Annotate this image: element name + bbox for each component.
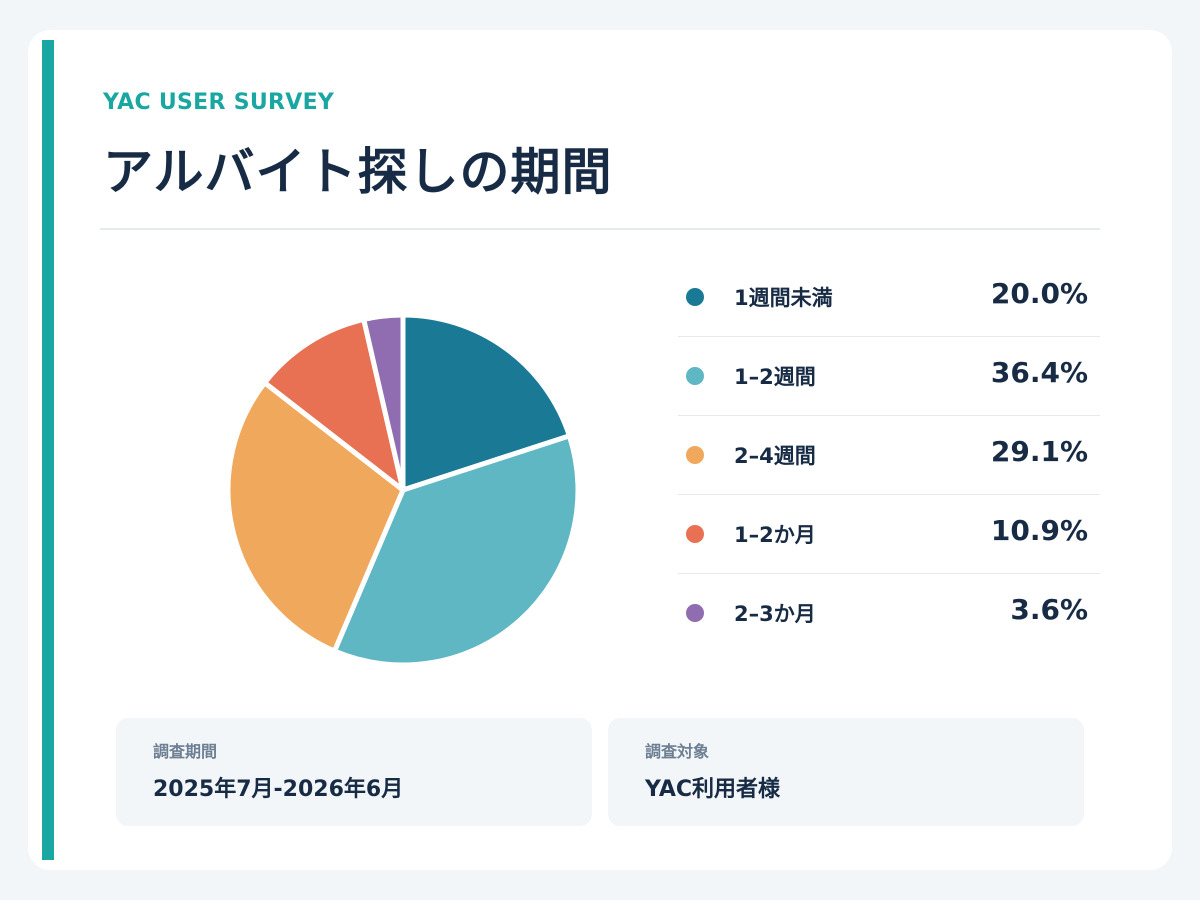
pie-chart-svg [225,312,581,668]
pie-slice-2 [332,433,581,668]
chart-legend: 1週間未満 20.0% 1–2週間 36.4% 2–4週間 29.1% 1–2か… [678,258,1100,652]
legend-item: 1–2か月 10.9% [678,495,1100,574]
page-title: アルバイト探しの期間 [103,143,613,201]
legend-item: 2–4週間 29.1% [678,416,1100,495]
legend-item: 1–2週間 36.4% [678,337,1100,416]
legend-value: 36.4% [990,356,1088,389]
legend-swatch-2 [686,367,704,385]
legend-swatch-5 [686,604,704,622]
legend-value: 10.9% [990,514,1088,547]
legend-swatch-4 [686,525,704,543]
survey-target-box: 調査対象 YAC利用者様 [608,718,1084,826]
legend-value: 3.6% [1010,593,1088,626]
pie-chart [168,255,638,725]
survey-card: YAC USER SURVEY アルバイト探しの期間 1週間未満 20.0% 1… [28,30,1172,870]
legend-label: 2–4週間 [734,444,816,468]
legend-value: 29.1% [990,435,1088,468]
survey-target-value: YAC利用者様 [645,777,780,802]
survey-target-label: 調査対象 [645,742,710,761]
legend-item: 1週間未満 20.0% [678,258,1100,337]
legend-swatch-3 [686,446,704,464]
legend-label: 1–2週間 [734,365,816,389]
pie-slice-4 [262,316,406,493]
accent-bar [42,40,54,860]
legend-value: 20.0% [990,277,1088,310]
survey-period-label: 調査期間 [153,742,218,761]
pie-slice-5 [361,312,406,493]
legend-swatch-1 [686,288,704,306]
legend-label: 2–3か月 [734,602,816,626]
legend-item: 2–3か月 3.6% [678,574,1100,652]
pie-slice-3 [225,380,406,654]
divider [100,228,1100,230]
survey-kicker: YAC USER SURVEY [103,90,335,115]
legend-label: 1–2か月 [734,523,816,547]
pie-slice-1 [400,312,572,493]
legend-label: 1週間未満 [734,286,833,310]
survey-period-box: 調査期間 2025年7月-2026年6月 [116,718,592,826]
survey-period-value: 2025年7月-2026年6月 [153,777,404,802]
